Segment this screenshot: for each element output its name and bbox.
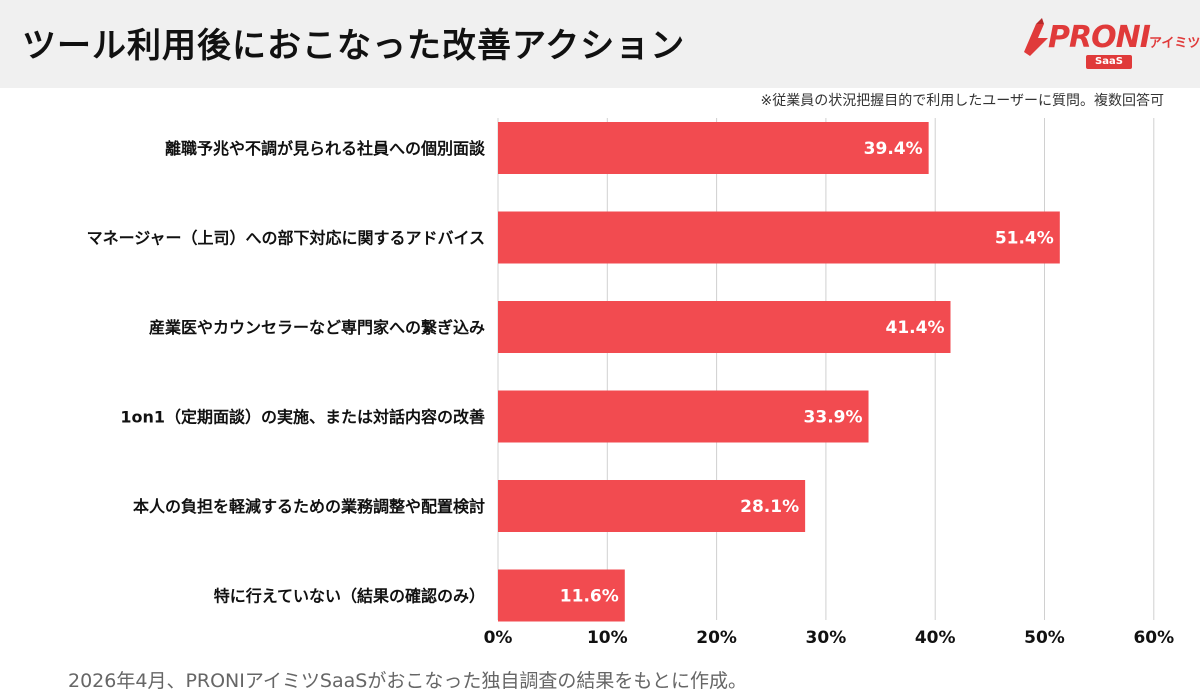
category-label: 本人の負担を軽減するための業務調整や配置検討 — [133, 497, 485, 516]
x-tick-label: 20% — [696, 628, 737, 648]
bar-value-label: 33.9% — [804, 408, 863, 428]
category-label: 離職予兆や不調が見られる社員への個別面談 — [165, 139, 486, 158]
bar — [498, 390, 869, 443]
bar-value-label: 28.1% — [740, 497, 799, 517]
logo-mark-icon — [1024, 18, 1048, 56]
bar-chart: 0% 10% 20% 30% 40% 50% 60% 39.4% 離職予兆や不調が見られる社員へ… — [87, 118, 1174, 648]
x-tick-label: 10% — [587, 628, 628, 648]
proni-logo: PRONI アイミツ SaaS — [1018, 14, 1200, 74]
category-label: 産業医やカウンセラーなど専門家への繋ぎ込み — [149, 318, 485, 337]
header-bar: ツール利用後におこなった改善アクション PRONI アイミツ SaaS — [0, 0, 1200, 88]
category-label: 1on1（定期面談）の実施、または対話内容の改善 — [120, 408, 485, 427]
x-tick-label: 50% — [1024, 628, 1065, 648]
bar — [498, 301, 951, 353]
category-label: 特に行えていない（結果の確認のみ） — [214, 587, 485, 606]
logo-text: PRONI — [1048, 20, 1151, 55]
category-label: マネージャー（上司）への部下対応に関するアドバイス — [87, 229, 485, 248]
page-title: ツール利用後におこなった改善アクション — [22, 26, 686, 66]
bar-value-label: 11.6% — [560, 587, 619, 607]
bar — [498, 211, 1060, 264]
x-tick-label: 60% — [1133, 628, 1174, 648]
survey-note: ※従業員の状況把握目的で利用したユーザーに質問。複数回答可 — [760, 93, 1164, 109]
bar — [498, 480, 806, 532]
bar — [498, 569, 625, 622]
logo-badge: SaaS — [1086, 55, 1132, 69]
bar-value-label: 51.4% — [995, 229, 1054, 249]
logo-subtext: アイミツ — [1149, 36, 1200, 51]
bar-value-label: 41.4% — [886, 318, 945, 338]
x-tick-label: 40% — [915, 628, 956, 648]
source-footer: 2026年4月、PRONIアイミツSaaSがおこなった独自調査の結果をもとに作成… — [68, 670, 747, 692]
bar-value-label: 39.4% — [864, 139, 923, 159]
x-tick-label: 30% — [806, 628, 847, 648]
bar — [498, 122, 929, 174]
x-tick-label: 0% — [484, 628, 513, 648]
